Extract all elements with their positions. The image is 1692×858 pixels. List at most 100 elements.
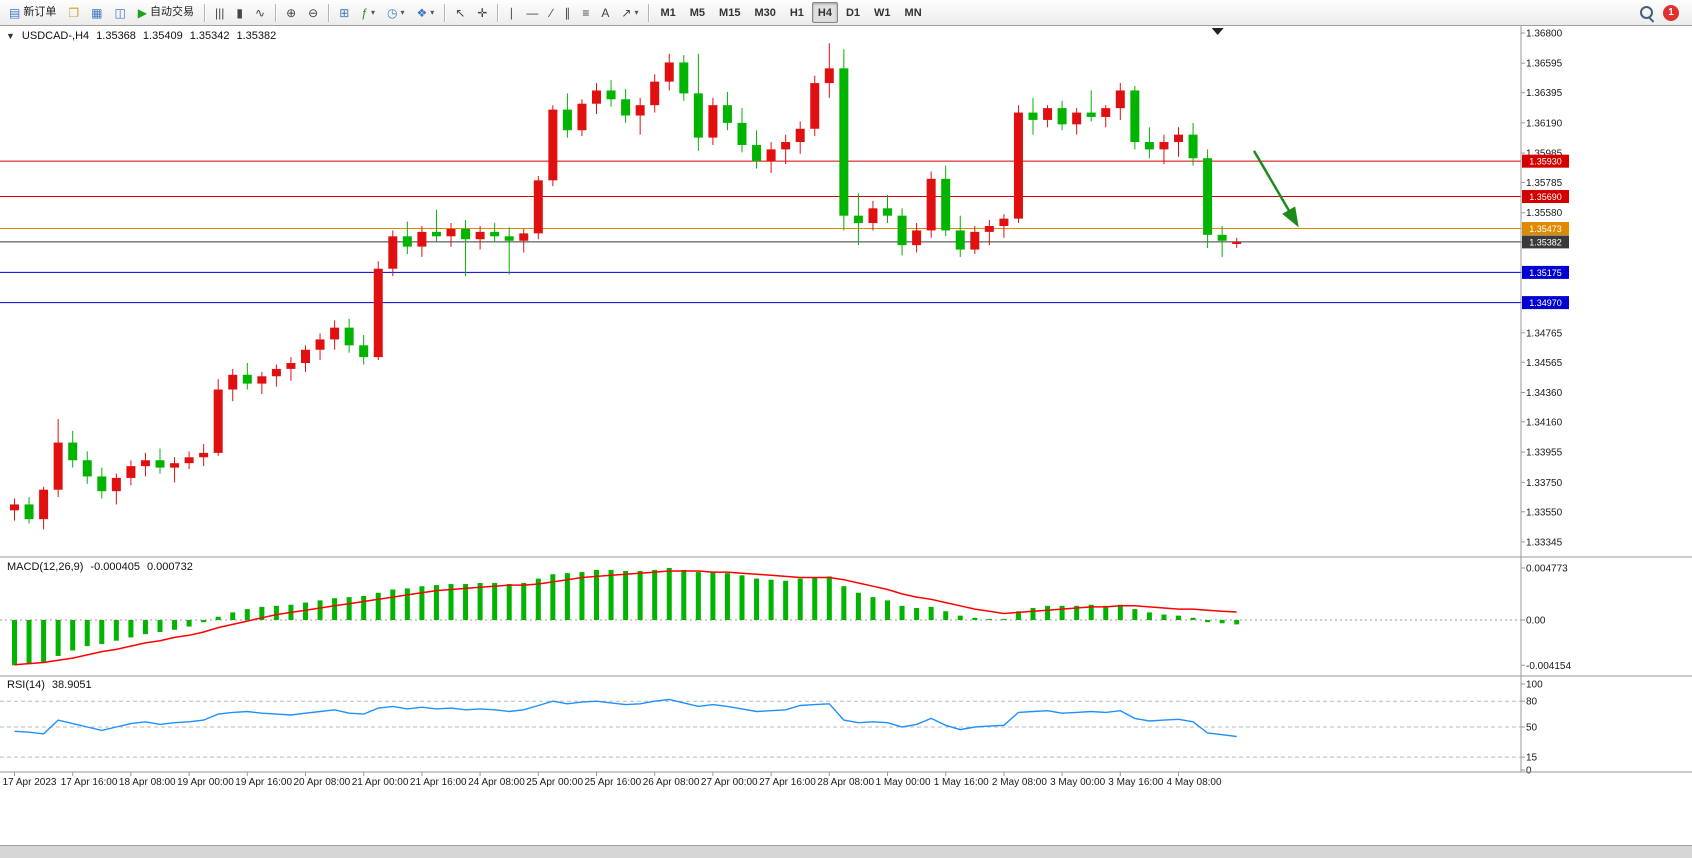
crosshair-button[interactable]: ✛ — [472, 2, 492, 23]
cursor-icon: ↖ — [455, 5, 466, 20]
tile-windows-button[interactable]: ⊞ — [334, 2, 354, 23]
time-tick-label: 18 Apr 08:00 — [119, 777, 176, 788]
chart-canvas[interactable]: 1.36800 1.36595 1.36395 1.36190 1.35985 1.357… — [0, 26, 1692, 845]
periods-button[interactable]: ◷ ▾ — [382, 2, 410, 23]
arrow-annotation[interactable] — [1252, 150, 1299, 228]
candle — [970, 231, 980, 250]
ohlc-high: 1.35409 — [142, 30, 183, 42]
candle — [213, 389, 223, 453]
periods-icon: ◷ — [386, 5, 398, 20]
toolbar-right: 1 — [1640, 4, 1689, 21]
candle — [926, 178, 936, 231]
arrows-button[interactable]: ↗ ▾ — [616, 2, 643, 23]
market-watch-button[interactable]: ▦ — [86, 2, 107, 23]
vertical-line-button[interactable]: ∣ — [503, 2, 519, 23]
indicators-button[interactable]: ƒ ▾ — [356, 2, 380, 23]
price-tick-label: 1.36190 — [1526, 118, 1563, 129]
candle — [1057, 108, 1067, 125]
navigator-button[interactable]: ◫ — [109, 2, 130, 23]
one-click-trading-caret-icon[interactable]: ▼ — [6, 31, 15, 41]
price-badge-label: 1.35690 — [1529, 192, 1562, 202]
fibonacci-button[interactable]: ≡ — [577, 2, 594, 23]
time-tick-label: 24 Apr 08:00 — [468, 777, 525, 788]
candle — [461, 228, 471, 240]
dropdown-caret-icon: ▾ — [400, 8, 405, 17]
price-tick-label: 1.34160 — [1526, 417, 1563, 428]
channel-button[interactable]: ∥ — [559, 2, 575, 23]
candle — [97, 476, 107, 492]
price-badge-support — [1522, 265, 1569, 279]
chart-shift-marker-icon[interactable] — [1211, 28, 1224, 35]
toolbar-separator — [275, 3, 277, 22]
bar-chart-button[interactable]: ||| — [210, 2, 229, 23]
candle — [39, 489, 49, 520]
price-badge-label: 1.35473 — [1529, 224, 1562, 234]
zoom-in-button[interactable]: ⊕ — [281, 2, 301, 23]
price-pane[interactable] — [0, 28, 1521, 530]
rsi-tick-label: 100 — [1526, 680, 1543, 691]
time-axis[interactable]: 17 Apr 2023 17 Apr 16:00 18 Apr 08:00 19 Ap… — [3, 772, 1222, 788]
candle — [475, 231, 485, 240]
price-badge-pivot — [1522, 221, 1569, 235]
timeframe-d1-button[interactable]: D1 — [840, 2, 866, 23]
candle — [1159, 142, 1169, 150]
macd-pane[interactable] — [0, 568, 1521, 666]
candle — [68, 442, 78, 461]
candle — [883, 208, 892, 216]
candle — [388, 236, 398, 269]
candle — [548, 109, 558, 181]
price-badge-label: 1.35382 — [1529, 237, 1562, 247]
trendline-button[interactable]: ∕ — [545, 2, 557, 23]
candlestick-button[interactable]: ▮ — [231, 2, 248, 23]
templates-button[interactable]: ❖ ▾ — [411, 2, 439, 23]
market-watch-icon: ▦ — [91, 5, 103, 20]
search-icon[interactable] — [1640, 6, 1653, 19]
time-tick-label: 27 Apr 00:00 — [701, 777, 758, 788]
charts-button[interactable]: ❐ — [63, 2, 84, 23]
zoom-in-icon: ⊕ — [286, 5, 297, 20]
price-badge-label: 1.34970 — [1529, 298, 1562, 308]
cursor-button[interactable]: ↖ — [450, 2, 470, 23]
autotrading-button[interactable]: ▶ 自动交易 — [133, 2, 199, 23]
indicators-icon: ƒ — [361, 5, 368, 20]
rsi-label: RSI(14) — [7, 679, 45, 691]
candle — [155, 460, 165, 468]
timeframe-mn-button[interactable]: MN — [899, 2, 928, 23]
timeframe-m15-button[interactable]: M15 — [713, 2, 746, 23]
candle — [955, 230, 965, 250]
candle — [10, 504, 19, 511]
candle — [330, 327, 340, 340]
candle — [402, 236, 412, 247]
timeframe-m5-button[interactable]: M5 — [684, 2, 711, 23]
arrows-icon: ↗ — [621, 5, 632, 20]
notification-badge[interactable]: 1 — [1663, 4, 1679, 21]
price-tick-label: 1.34360 — [1526, 388, 1563, 399]
rsi-pane[interactable] — [0, 698, 1521, 758]
candle — [242, 374, 252, 384]
zoom-out-button[interactable]: ⊖ — [303, 2, 323, 23]
time-tick-label: 28 Apr 08:00 — [817, 777, 874, 788]
price-tick-label: 1.35580 — [1526, 208, 1563, 219]
macd-indicator-header: MACD(12,26,9) -0.000405 0.000732 — [7, 561, 193, 573]
time-tick-label: 17 Apr 2023 — [3, 777, 57, 788]
candle — [722, 105, 732, 123]
line-chart-button[interactable]: ∿ — [250, 2, 270, 23]
price-badge-label: 1.35175 — [1529, 268, 1562, 278]
timeframe-w1-button[interactable]: W1 — [868, 2, 897, 23]
zoom-out-icon: ⊖ — [308, 5, 319, 20]
price-axis[interactable]: 1.36800 1.36595 1.36395 1.36190 1.35985 1.357… — [1520, 26, 1571, 777]
candle — [795, 128, 805, 143]
candle — [1013, 112, 1023, 219]
macd-signal-value: 0.000732 — [146, 561, 193, 573]
timeframe-h4-button[interactable]: H4 — [811, 2, 838, 23]
timeframe-m30-button[interactable]: M30 — [748, 2, 781, 23]
candle — [1203, 158, 1213, 235]
horizontal-line-button[interactable]: ― — [521, 2, 543, 23]
timeframe-h1-button[interactable]: H1 — [784, 2, 810, 23]
new-order-button[interactable]: ▤ 新订单 — [4, 2, 61, 23]
candle — [897, 215, 907, 246]
candle — [170, 463, 180, 468]
text-button[interactable]: A — [596, 2, 614, 23]
candle — [184, 457, 194, 464]
timeframe-m1-button[interactable]: M1 — [654, 2, 681, 23]
